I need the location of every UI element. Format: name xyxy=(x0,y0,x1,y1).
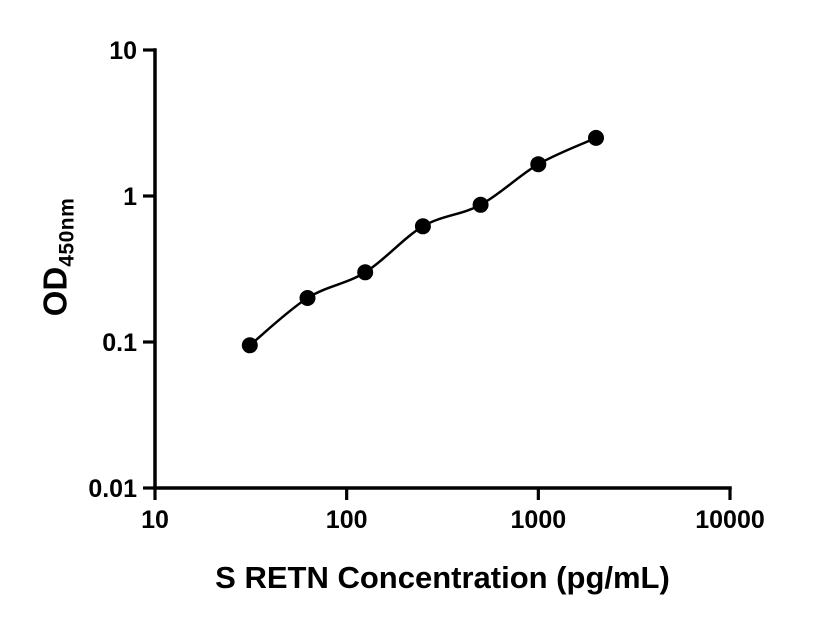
data-point xyxy=(357,264,374,281)
y-tick-label: 0.01 xyxy=(88,475,137,503)
data-point xyxy=(530,156,547,173)
y-tick-label: 1 xyxy=(123,183,137,211)
x-axis-title: S RETN Concentration (pg/mL) xyxy=(215,560,670,595)
data-point xyxy=(299,290,316,306)
y-tick-label: 0.1 xyxy=(102,329,137,357)
data-point xyxy=(241,337,258,354)
y-axis-title-subscript: 450nm xyxy=(55,197,79,267)
data-point xyxy=(414,218,431,235)
data-point xyxy=(472,196,489,213)
x-tick-label: 100 xyxy=(326,506,368,534)
x-tick-label: 10000 xyxy=(695,506,765,534)
data-point xyxy=(588,129,604,146)
x-tick-label: 10 xyxy=(141,506,169,534)
y-tick-label: 10 xyxy=(109,37,137,65)
y-axis-title-main: OD xyxy=(36,266,74,317)
y-axis-title: OD450nm xyxy=(37,198,80,317)
x-tick-label: 1000 xyxy=(511,506,567,534)
